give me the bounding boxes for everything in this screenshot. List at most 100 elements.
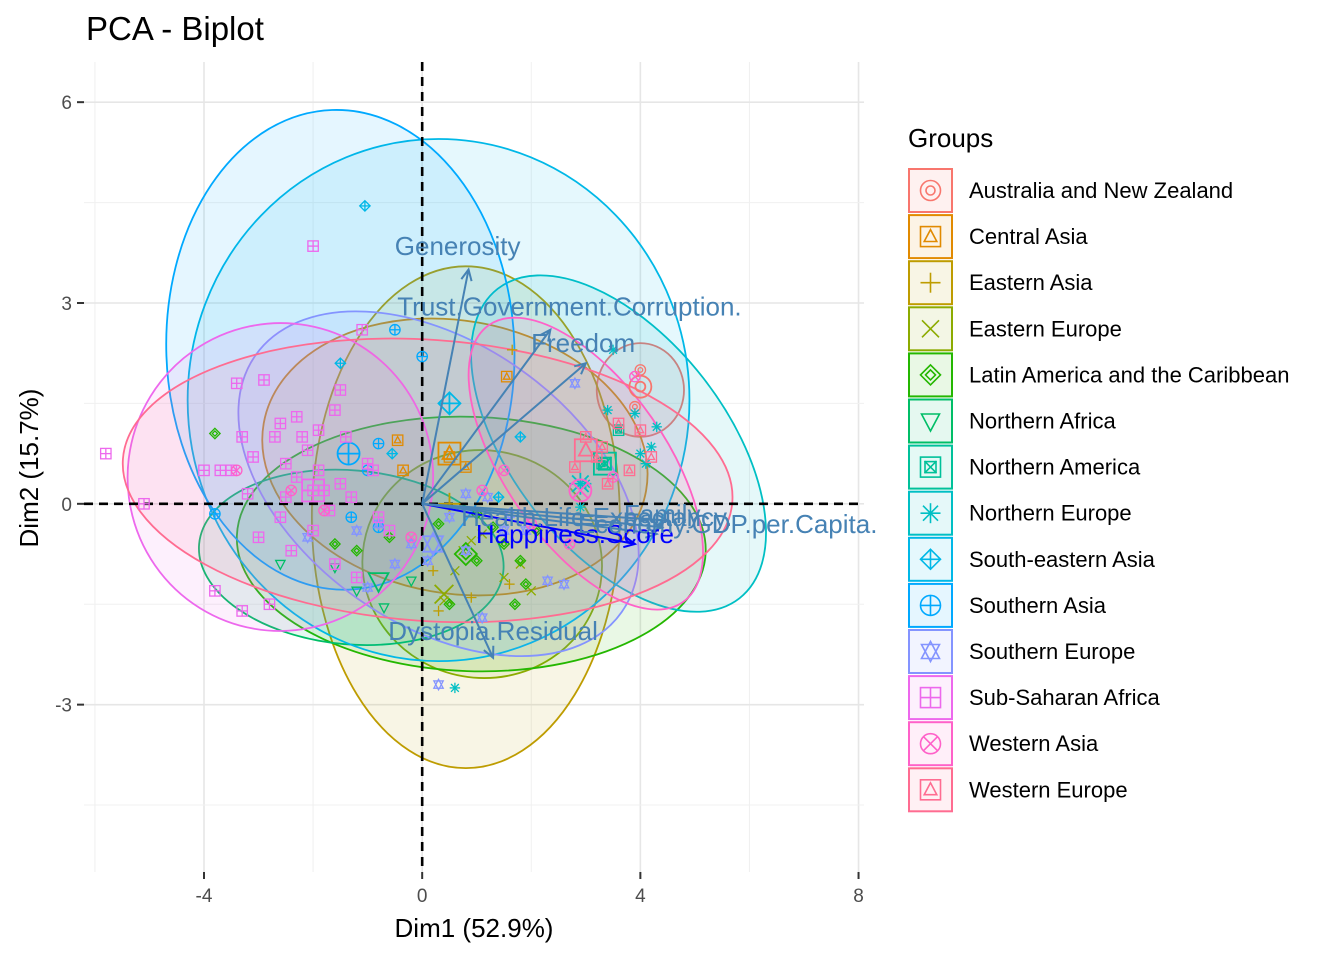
- point: [498, 464, 510, 477]
- legend-title: Groups: [908, 123, 993, 153]
- point: [296, 431, 309, 443]
- marker-circle-x: [919, 732, 942, 755]
- point: [209, 584, 221, 597]
- legend-item: Southern Asia: [908, 582, 1107, 628]
- point: [427, 565, 439, 576]
- grid: [84, 62, 864, 872]
- point: [285, 544, 298, 557]
- point: [350, 571, 363, 584]
- variable-label: Freedom: [531, 328, 635, 358]
- marker-triangle-in-square: [919, 778, 942, 801]
- legend-key: [908, 398, 953, 444]
- variable-label: Dystopia.Residual: [388, 616, 598, 646]
- marker-triangle-in-square: [919, 225, 942, 248]
- point: [520, 524, 532, 538]
- point: [350, 524, 363, 538]
- point: [241, 487, 254, 500]
- point: [433, 605, 444, 617]
- point: [500, 370, 513, 383]
- point: [361, 580, 374, 595]
- point: [443, 598, 456, 611]
- legend-label: Western Asia: [969, 731, 1099, 756]
- legend-item: Australia and New Zealand: [908, 168, 1233, 213]
- point: [405, 537, 418, 551]
- data-points: [99, 199, 662, 694]
- point: [328, 537, 342, 551]
- point: [563, 538, 576, 550]
- point: [334, 384, 347, 396]
- legend-label: Australia and New Zealand: [969, 178, 1233, 203]
- legend-key: [908, 168, 953, 213]
- x-axis-label: Dim1 (52.9%): [395, 913, 554, 943]
- point: [391, 434, 404, 447]
- point: [651, 421, 662, 433]
- legend-key: [908, 352, 953, 398]
- legend-item: Sub-Saharan Africa: [908, 675, 1161, 721]
- x-tick-label: -4: [196, 886, 213, 907]
- point: [334, 477, 347, 490]
- legend-item: Eastern Asia: [908, 260, 1093, 306]
- legend-key: [908, 214, 953, 260]
- confidence-ellipse: [470, 274, 767, 613]
- point: [312, 464, 325, 477]
- point: [466, 535, 477, 546]
- y-tick-label: 3: [61, 294, 72, 315]
- legend-label: Southern Asia: [969, 593, 1107, 618]
- point: [230, 377, 243, 390]
- point: [569, 376, 581, 390]
- point: [258, 374, 270, 386]
- point: [198, 464, 210, 477]
- legend-items: Australia and New Zealand Central Asia Eas…: [908, 168, 1289, 813]
- marker-circle-ring: [919, 179, 942, 202]
- point: [497, 537, 511, 551]
- variable-arrow: [421, 502, 638, 549]
- point: [432, 677, 445, 692]
- point: [476, 484, 489, 497]
- variable-label: Trust.Government.Corruption.: [397, 291, 741, 321]
- variable-arrow: [421, 327, 552, 505]
- point: [307, 524, 319, 537]
- variable-arrows: Generosity Trust.Government.Corruption. Fr…: [388, 231, 877, 660]
- group-centroid: [568, 478, 593, 503]
- legend-item: Northern Europe: [908, 490, 1132, 536]
- variable-label: Generosity: [395, 231, 521, 261]
- point: [378, 603, 390, 615]
- x-tick-label: 4: [635, 886, 646, 907]
- marker-cross: [921, 319, 940, 338]
- legend-item: South-eastern Asia: [908, 536, 1156, 582]
- point: [405, 576, 418, 588]
- group-centroid: [336, 441, 361, 466]
- legend-item: Northern Africa: [908, 398, 1116, 444]
- point: [629, 408, 641, 419]
- point: [498, 524, 510, 538]
- marker-plus: [920, 272, 941, 293]
- variable-arrow: [421, 361, 588, 505]
- group-centroid: [437, 441, 462, 466]
- point: [279, 457, 292, 470]
- point: [252, 531, 265, 544]
- point: [416, 350, 429, 363]
- group-centroid: [421, 531, 445, 557]
- marker-diamond: [919, 363, 942, 387]
- marker-star-of-david: [920, 639, 941, 664]
- point: [274, 511, 287, 524]
- point: [481, 490, 494, 504]
- point: [383, 524, 396, 537]
- point: [208, 427, 222, 440]
- variable-arrow: [421, 267, 473, 505]
- point: [504, 578, 515, 590]
- axes: -4 0 4 8 -3 0 3 6: [55, 93, 864, 907]
- chart-title: PCA - Biplot: [86, 10, 264, 47]
- reference-lines: [84, 62, 864, 872]
- point: [646, 441, 657, 453]
- legend-label: Eastern Asia: [969, 270, 1093, 295]
- point: [477, 529, 488, 539]
- legend-label: Northern Africa: [969, 409, 1116, 434]
- point: [236, 605, 249, 617]
- point: [526, 585, 537, 596]
- point: [290, 471, 303, 483]
- point: [345, 491, 358, 503]
- point: [486, 521, 500, 534]
- point: [329, 558, 341, 570]
